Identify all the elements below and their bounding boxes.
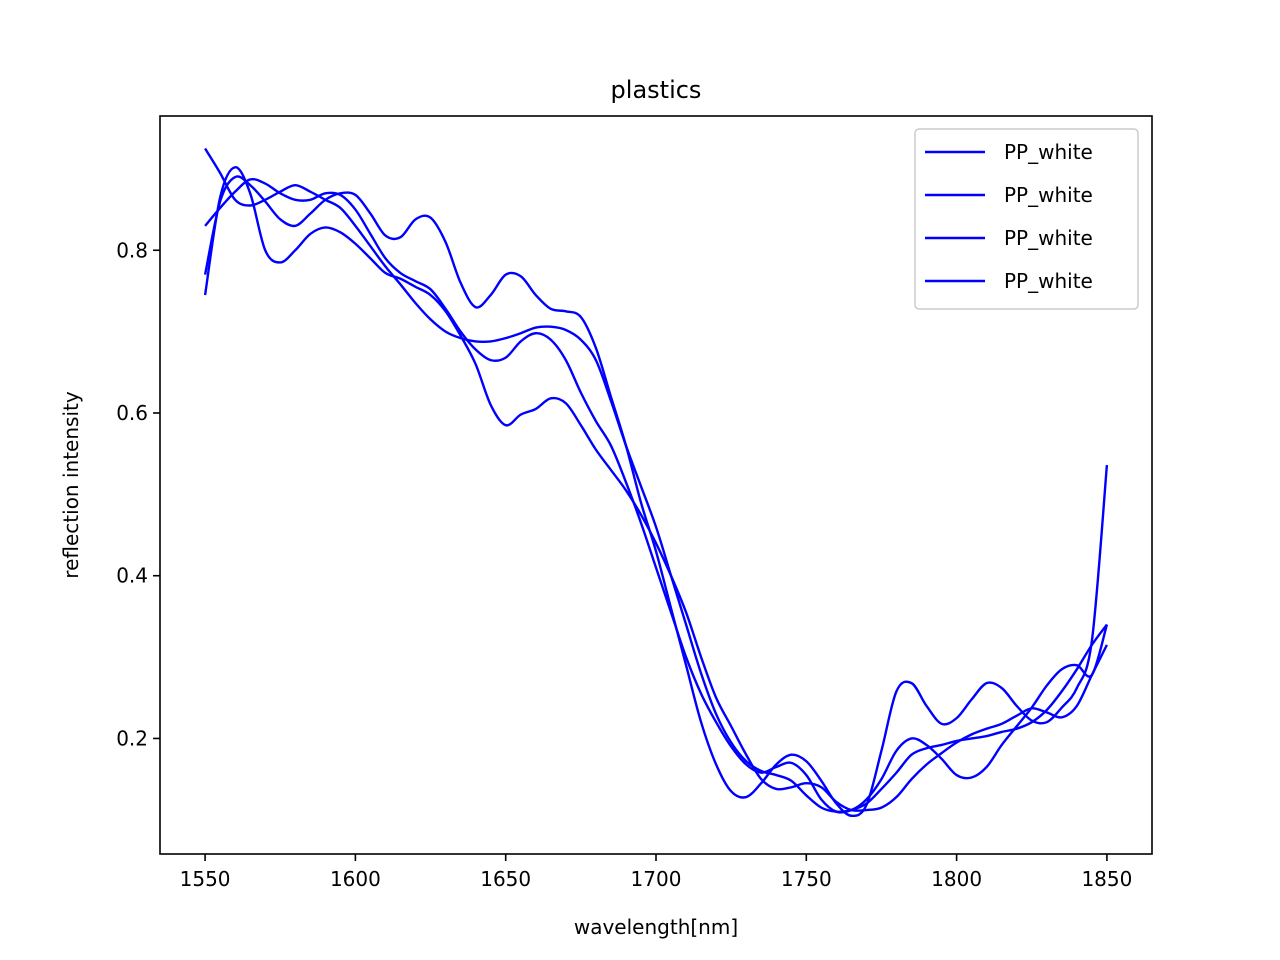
x-tick-label: 1700: [631, 867, 682, 891]
x-tick-label: 1550: [180, 867, 231, 891]
x-tick-label: 1850: [1081, 867, 1132, 891]
series-layer: [203, 147, 1109, 818]
series-line-4: [203, 166, 1108, 812]
legend: PP_white PP_white PP_white PP_white: [914, 128, 1139, 310]
series-line-2: [203, 175, 1109, 818]
y-tick-label: 0.4: [116, 564, 148, 588]
x-tick-label: 1800: [931, 867, 982, 891]
legend-label-3: PP_white: [1004, 226, 1093, 250]
x-axis-ticks: 1550 1600 1650 1700 1750 1800 1850: [180, 854, 1132, 891]
x-tick-label: 1650: [480, 867, 531, 891]
legend-label-4: PP_white: [1004, 269, 1093, 293]
y-tick-label: 0.6: [116, 401, 148, 425]
series-line-1: [204, 147, 1108, 813]
y-axis-label: reflection intensity: [59, 391, 83, 579]
series-line-3: [204, 177, 1109, 814]
legend-label-2: PP_white: [1004, 183, 1093, 207]
x-tick-label: 1750: [781, 867, 832, 891]
x-tick-label: 1600: [330, 867, 381, 891]
legend-frame: [914, 128, 1139, 310]
y-axis-ticks: 0.2 0.4 0.6 0.8: [116, 238, 160, 750]
x-axis-label: wavelength[nm]: [574, 915, 738, 939]
chart-title: plastics: [611, 76, 702, 104]
y-tick-label: 0.8: [116, 238, 148, 262]
legend-label-1: PP_white: [1004, 140, 1093, 164]
y-tick-label: 0.2: [116, 726, 148, 750]
